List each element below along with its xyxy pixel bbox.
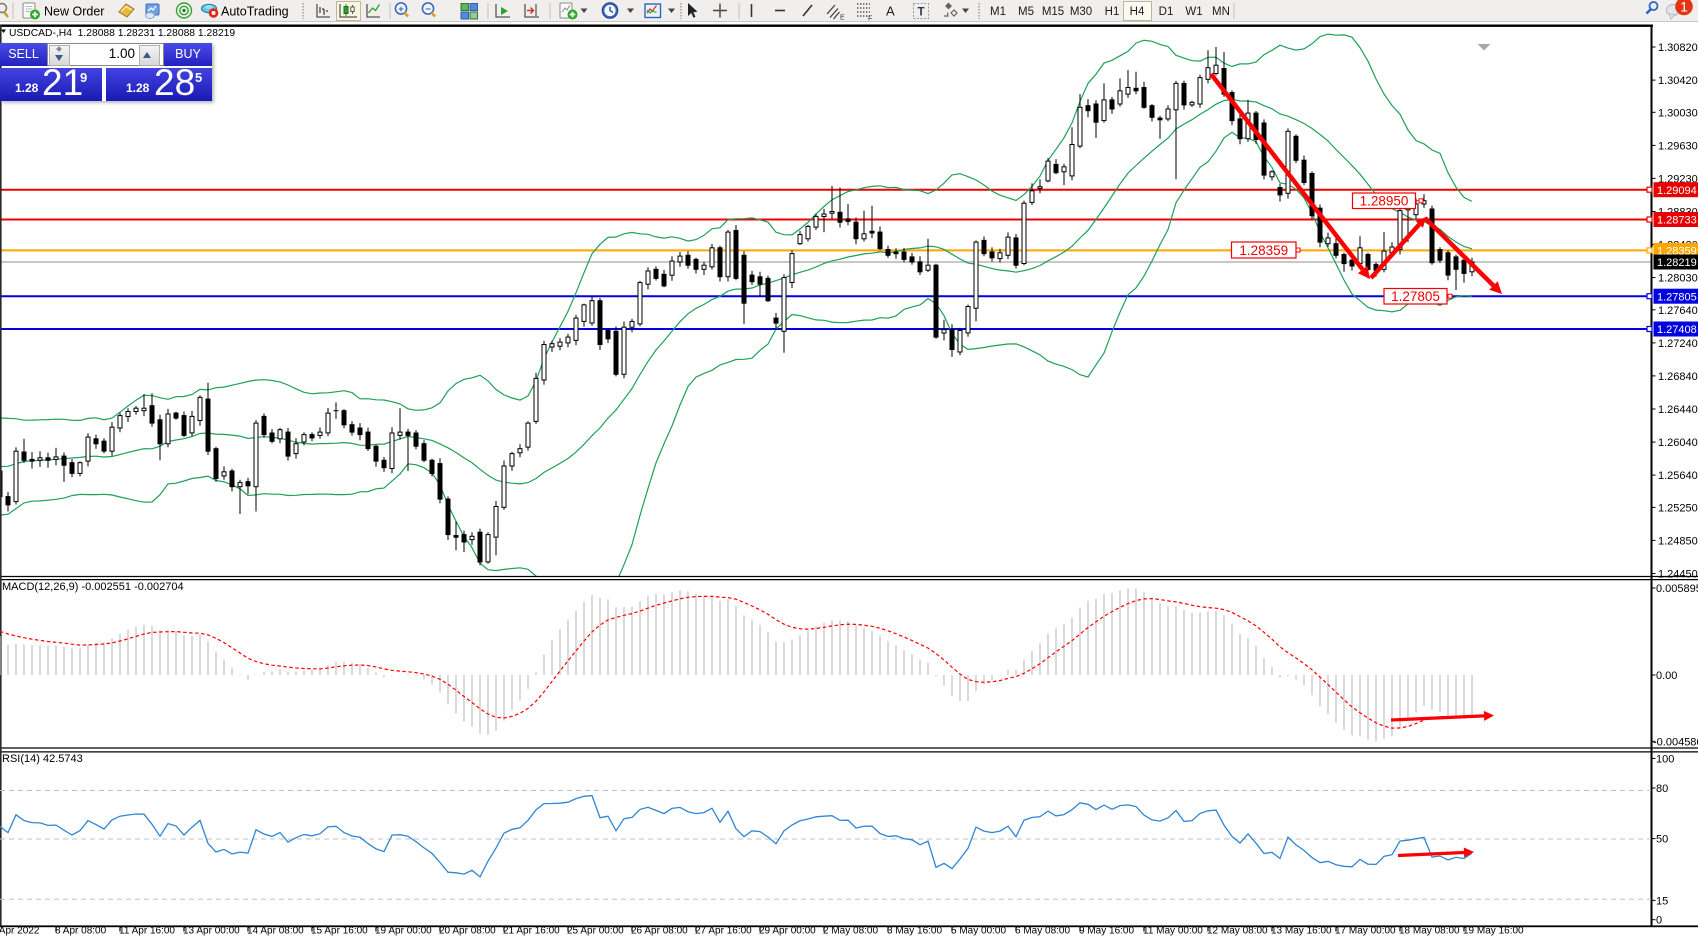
svg-text:M1: M1: [990, 6, 1006, 18]
svg-text:MACD(12,26,9) -0.002551 -0.002: MACD(12,26,9) -0.002551 -0.002704: [2, 581, 184, 593]
svg-text:19 Apr 00:00: 19 Apr 00:00: [375, 926, 432, 937]
svg-text:1.26040: 1.26040: [1658, 437, 1698, 449]
svg-text:AutoTrading: AutoTrading: [221, 5, 289, 19]
svg-text:M5: M5: [1018, 6, 1034, 18]
svg-text:1.28950: 1.28950: [1360, 194, 1409, 209]
svg-text:1.27408: 1.27408: [1657, 324, 1697, 336]
svg-text:M15: M15: [1042, 6, 1064, 18]
svg-text:17 May 00:00: 17 May 00:00: [1335, 926, 1396, 937]
svg-text:6 May 08:00: 6 May 08:00: [1015, 926, 1070, 937]
svg-text:100: 100: [1656, 753, 1674, 765]
svg-text:USDCAD-,H4 1.28088 1.28231 1.: USDCAD-,H4 1.28088 1.28231 1.28088 1.282…: [9, 28, 235, 39]
svg-text:15 Apr 16:00: 15 Apr 16:00: [311, 926, 368, 937]
svg-text:−: −: [425, 4, 431, 15]
svg-text:D1: D1: [1159, 6, 1174, 18]
svg-text:50: 50: [1656, 834, 1668, 846]
svg-text:0: 0: [1656, 915, 1662, 927]
svg-text:E: E: [840, 15, 845, 22]
svg-text:T: T: [918, 7, 925, 19]
svg-text:1.29630: 1.29630: [1658, 140, 1698, 152]
svg-text:26 Apr 08:00: 26 Apr 08:00: [631, 926, 688, 937]
svg-text:11 May 00:00: 11 May 00:00: [1143, 926, 1203, 937]
svg-text:1.27805: 1.27805: [1391, 289, 1440, 304]
svg-text:1.30820: 1.30820: [1658, 42, 1698, 54]
svg-text:1.26440: 1.26440: [1658, 404, 1698, 416]
svg-text:11 Apr 16:00: 11 Apr 16:00: [119, 926, 175, 937]
svg-text:12 May 08:00: 12 May 08:00: [1207, 926, 1268, 937]
svg-text:H4: H4: [1130, 6, 1145, 18]
svg-text:29 Apr 00:00: 29 Apr 00:00: [759, 926, 816, 937]
svg-text:1.24450: 1.24450: [1658, 569, 1698, 581]
svg-text:1.30030: 1.30030: [1658, 107, 1698, 119]
svg-text:1.28733: 1.28733: [1657, 215, 1697, 227]
svg-text:H1: H1: [1105, 6, 1120, 18]
svg-text:New Order: New Order: [44, 5, 104, 19]
svg-text:7 Apr 2022: 7 Apr 2022: [0, 926, 40, 937]
svg-text:18 May 08:00: 18 May 08:00: [1399, 926, 1460, 937]
svg-text:9 May 16:00: 9 May 16:00: [1079, 926, 1134, 937]
svg-text:1.29094: 1.29094: [1657, 185, 1697, 197]
svg-text:8 Apr 08:00: 8 Apr 08:00: [55, 926, 107, 937]
svg-text:1.28219: 1.28219: [1657, 257, 1697, 269]
svg-text:1.28359: 1.28359: [1239, 243, 1288, 258]
svg-text:1.24850: 1.24850: [1658, 535, 1698, 547]
svg-text:1.26840: 1.26840: [1658, 371, 1698, 383]
svg-text:14 Apr 08:00: 14 Apr 08:00: [247, 926, 304, 937]
svg-text:2 May 08:00: 2 May 08:00: [823, 926, 878, 937]
svg-text:-0.004586: -0.004586: [1653, 736, 1698, 748]
svg-text:M30: M30: [1070, 6, 1092, 18]
svg-text:0.00: 0.00: [1656, 670, 1677, 682]
svg-text:13 Apr 00:00: 13 Apr 00:00: [183, 926, 240, 937]
svg-text:1.27640: 1.27640: [1658, 305, 1698, 317]
svg-text:21 Apr 16:00: 21 Apr 16:00: [503, 926, 560, 937]
svg-text:1.30420: 1.30420: [1658, 75, 1698, 87]
svg-text:13 May 16:00: 13 May 16:00: [1271, 926, 1332, 937]
svg-text:20 Apr 08:00: 20 Apr 08:00: [439, 926, 496, 937]
svg-text:27 Apr 16:00: 27 Apr 16:00: [695, 926, 752, 937]
svg-text:W1: W1: [1185, 6, 1202, 18]
svg-text:0.005895: 0.005895: [1656, 583, 1698, 595]
svg-text:MN: MN: [1212, 6, 1230, 18]
svg-text:1.27240: 1.27240: [1658, 338, 1698, 350]
svg-text:19 May 16:00: 19 May 16:00: [1463, 926, 1524, 937]
svg-text:25 Apr 00:00: 25 Apr 00:00: [567, 926, 624, 937]
svg-text:15: 15: [1656, 895, 1668, 907]
svg-text:80: 80: [1656, 783, 1668, 795]
svg-text:1: 1: [1680, 0, 1688, 15]
svg-text:3 May 16:00: 3 May 16:00: [887, 926, 942, 937]
svg-text:1.25250: 1.25250: [1658, 502, 1698, 514]
svg-text:RSI(14) 42.5743: RSI(14) 42.5743: [2, 753, 83, 765]
svg-text:A: A: [886, 4, 895, 19]
svg-text:1.28030: 1.28030: [1658, 273, 1698, 285]
svg-text:F: F: [868, 16, 872, 23]
svg-text:1.27805: 1.27805: [1657, 291, 1697, 303]
svg-text:1.25640: 1.25640: [1658, 470, 1698, 482]
svg-text:+: +: [398, 4, 404, 15]
svg-text:5 May 00:00: 5 May 00:00: [951, 926, 1006, 937]
